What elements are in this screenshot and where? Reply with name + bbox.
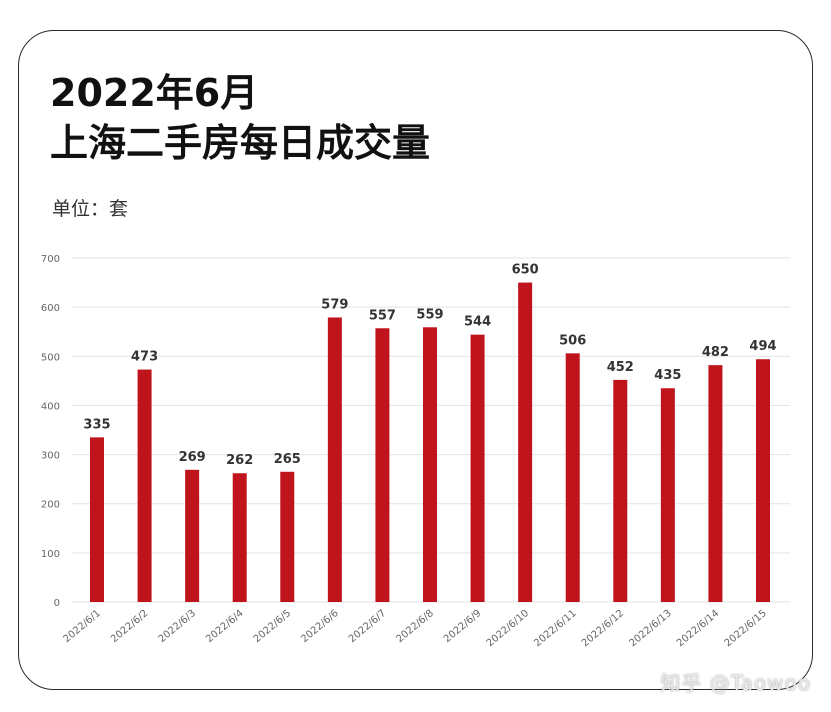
bar (660, 388, 675, 602)
y-tick-label: 0 (54, 598, 60, 609)
bar (613, 379, 628, 602)
x-tick-label: 2022/6/1 (61, 608, 102, 645)
x-tick-label: 2022/6/9 (442, 608, 483, 645)
x-tick-label: 2022/6/7 (347, 608, 388, 645)
x-tick-label: 2022/6/8 (394, 608, 435, 645)
bar (565, 353, 580, 602)
data-label: 579 (321, 297, 348, 312)
bar (327, 317, 342, 602)
bar (708, 365, 723, 602)
x-tick-label: 2022/6/13 (627, 608, 673, 649)
data-label: 650 (512, 263, 539, 278)
data-label: 335 (83, 417, 110, 432)
y-tick-label: 100 (41, 549, 60, 560)
data-label: 262 (226, 453, 253, 468)
data-label: 559 (416, 307, 443, 322)
x-tick-label: 2022/6/12 (580, 608, 626, 649)
x-tick-label: 2022/6/15 (723, 608, 769, 649)
bar (280, 471, 295, 602)
bar (423, 327, 437, 602)
data-label: 452 (607, 360, 634, 375)
bar (185, 469, 200, 602)
data-label: 482 (702, 345, 729, 360)
x-tick-label: 2022/6/10 (485, 608, 531, 649)
data-label: 473 (131, 350, 158, 365)
y-tick-label: 300 (41, 451, 60, 462)
data-label: 269 (179, 450, 206, 465)
data-label: 557 (369, 308, 396, 323)
x-tick-label: 2022/6/14 (675, 608, 721, 649)
unit-label: 单位：套 (52, 198, 129, 220)
y-tick-label: 400 (41, 401, 60, 412)
chart-subtitle: 上海二手房每日成交量 (50, 121, 431, 165)
data-label: 494 (749, 339, 776, 354)
bar (232, 473, 247, 602)
bar (375, 328, 390, 602)
bar (470, 334, 485, 602)
bar (756, 359, 770, 602)
y-tick-label: 200 (41, 500, 60, 511)
x-tick-label: 2022/6/3 (157, 608, 198, 645)
chart-title: 2022年6月 (50, 71, 259, 115)
data-label: 265 (274, 452, 301, 467)
x-tick-label: 2022/6/6 (299, 608, 340, 645)
data-label: 435 (654, 368, 681, 383)
data-label: 544 (464, 315, 491, 330)
y-tick-label: 700 (41, 254, 60, 265)
watermark: 知乎 @Taowoo (660, 671, 811, 695)
y-tick-label: 500 (41, 352, 60, 363)
data-label: 506 (559, 333, 586, 348)
x-tick-label: 2022/6/5 (252, 608, 293, 645)
x-tick-label: 2022/6/11 (532, 608, 578, 649)
bar (137, 369, 152, 602)
x-tick-label: 2022/6/4 (204, 608, 245, 645)
bar (90, 437, 104, 602)
bar (518, 282, 533, 602)
y-tick-label: 600 (41, 303, 60, 314)
x-tick-label: 2022/6/2 (109, 608, 150, 645)
